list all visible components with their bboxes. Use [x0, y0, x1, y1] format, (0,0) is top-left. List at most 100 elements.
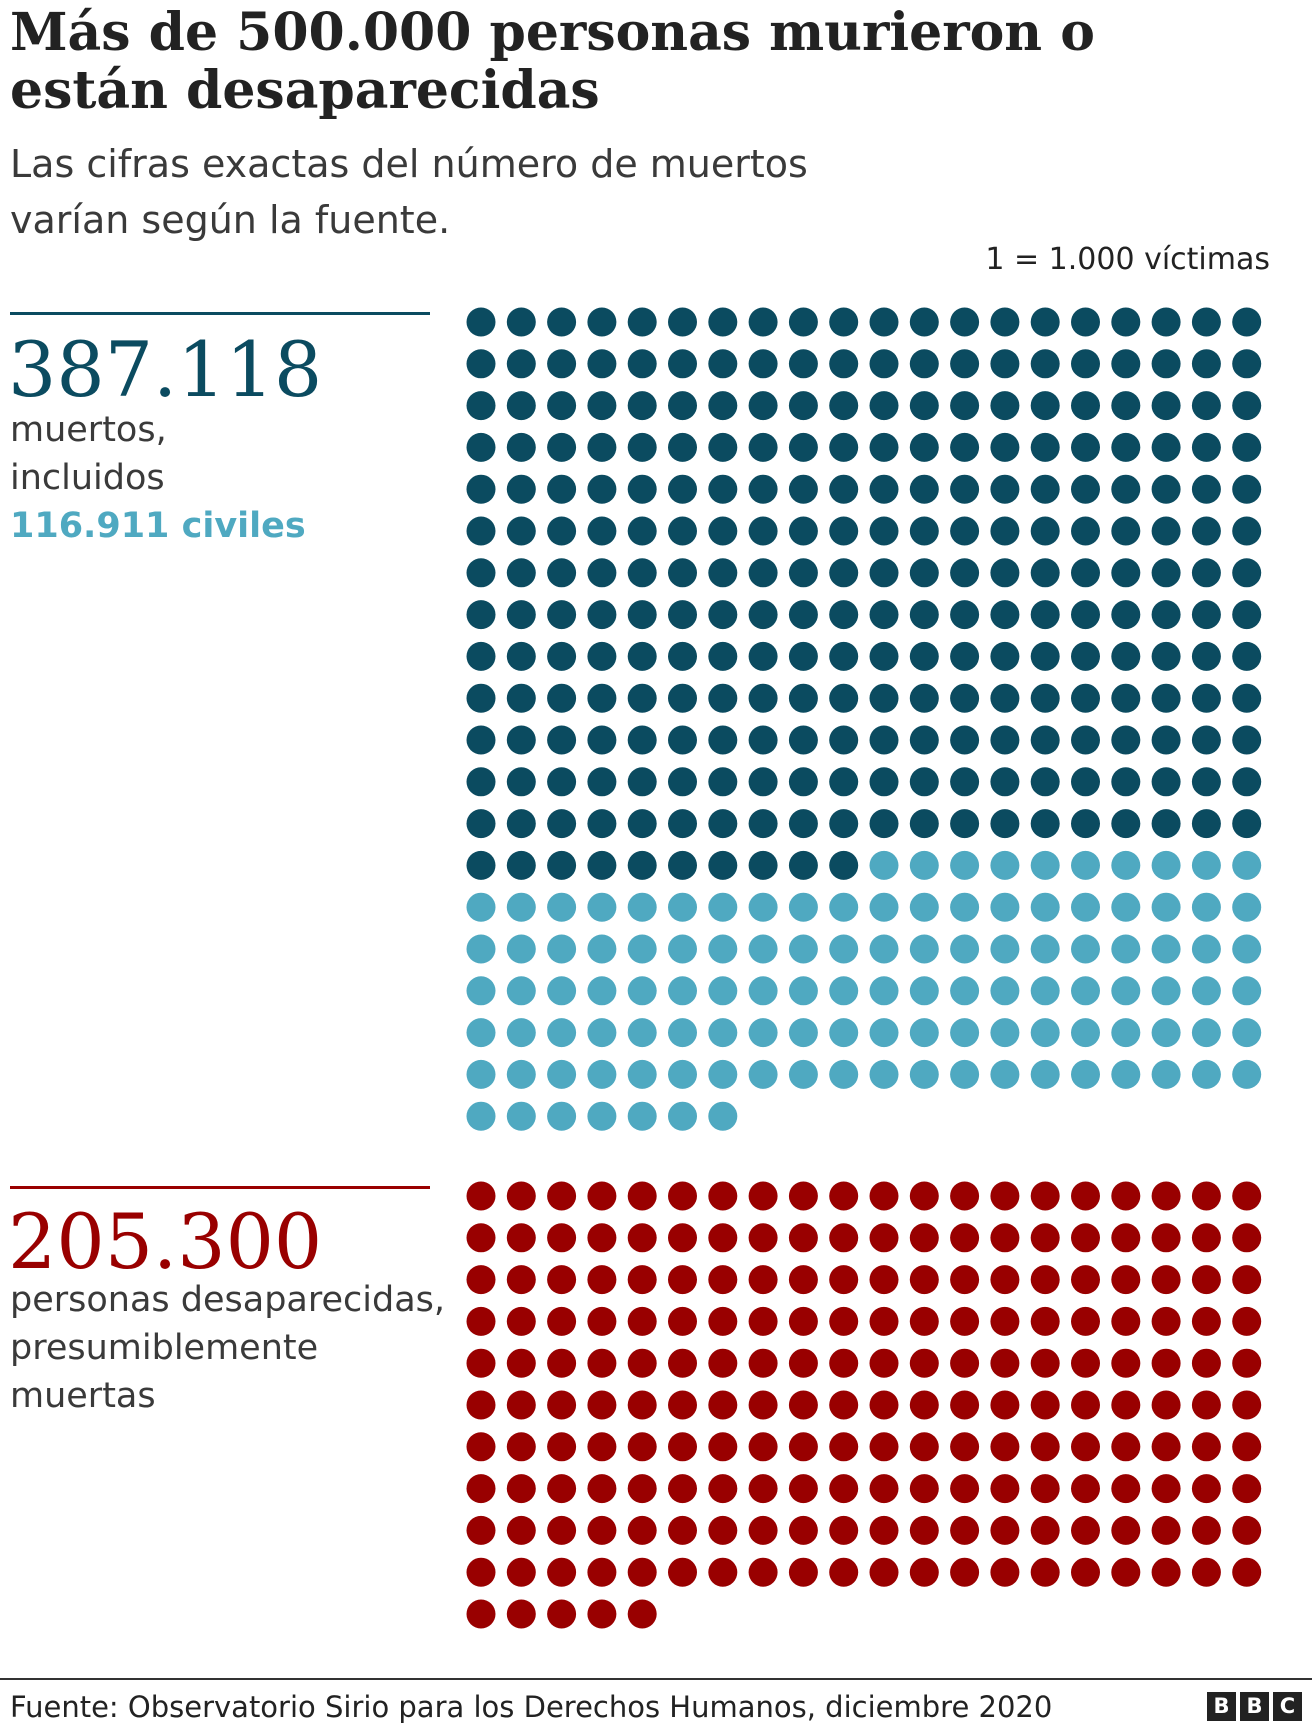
waffle-dot [708, 892, 738, 922]
waffle-dot [748, 474, 778, 504]
waffle-dot [1030, 1348, 1060, 1378]
waffle-dot [1030, 307, 1060, 337]
waffle-dot [1191, 391, 1221, 421]
waffle-dot [1232, 809, 1262, 839]
waffle-dot [466, 725, 496, 755]
waffle-dot [466, 1557, 496, 1587]
waffle-dot [950, 850, 980, 880]
waffle-dot [1151, 683, 1181, 713]
waffle-dot [1151, 1515, 1181, 1545]
waffle-dot [1191, 432, 1221, 462]
waffle-dot [466, 1599, 496, 1629]
waffle-dot [869, 683, 899, 713]
waffle-dot [587, 516, 617, 546]
waffle-dot [1232, 1432, 1262, 1462]
waffle-dot [1191, 1474, 1221, 1504]
waffle-dot [587, 976, 617, 1006]
waffle-dot [909, 934, 939, 964]
waffle-dot [1071, 1059, 1100, 1089]
waffle-dot [668, 892, 697, 922]
waffle-dot [708, 432, 738, 462]
waffle-dot [708, 307, 738, 337]
waffle-dot [1232, 767, 1262, 797]
waffle-dot [1232, 1059, 1262, 1089]
waffle-dot [909, 1181, 939, 1211]
waffle-dot [547, 1265, 577, 1295]
waffle-dot [506, 1265, 536, 1295]
waffle-dot [1151, 432, 1181, 462]
waffle-dot [829, 641, 859, 671]
waffle-dot [1071, 1223, 1100, 1253]
waffle-dot [1111, 349, 1141, 379]
civilians-count: 116.911 civiles [10, 506, 306, 546]
waffle-dot [788, 1181, 818, 1211]
waffle-dot [748, 725, 778, 755]
waffle-dot [909, 1223, 939, 1253]
waffle-dot [869, 307, 899, 337]
waffle-dot [788, 892, 818, 922]
waffle-dot [990, 976, 1020, 1006]
waffle-dot [668, 1059, 697, 1089]
waffle-dot [990, 809, 1020, 839]
waffle-dot [1151, 600, 1181, 630]
waffle-dot [466, 1348, 496, 1378]
waffle-dot [1111, 641, 1141, 671]
waffle-dot [587, 1059, 617, 1089]
waffle-dot [1151, 1059, 1181, 1089]
waffle-dot [950, 391, 980, 421]
waffle-dot [788, 1223, 818, 1253]
waffle-dot [708, 1515, 738, 1545]
waffle-dot [1151, 976, 1181, 1006]
waffle-dot [506, 1474, 536, 1504]
waffle-dot [990, 934, 1020, 964]
waffle-dot [748, 934, 778, 964]
waffle-dot [1232, 516, 1262, 546]
waffle-dot [748, 1557, 778, 1587]
waffle-dot [869, 1265, 899, 1295]
waffle-dot [1071, 1265, 1100, 1295]
waffle-dot [1151, 1181, 1181, 1211]
waffle-dot [708, 1223, 738, 1253]
waffle-dot [1191, 725, 1221, 755]
waffle-dot [1232, 1223, 1262, 1253]
waffle-dot [506, 1348, 536, 1378]
waffle-dot [788, 600, 818, 630]
waffle-dot [950, 1348, 980, 1378]
waffle-dot [829, 516, 859, 546]
waffle-dot [950, 307, 980, 337]
waffle-dot [627, 934, 657, 964]
waffle-dot [1191, 1306, 1221, 1336]
waffle-dot [1191, 850, 1221, 880]
waffle-dot [547, 1599, 577, 1629]
waffle-dot [1232, 1018, 1262, 1048]
waffle-dot [627, 474, 657, 504]
waffle-dot [950, 1059, 980, 1089]
waffle-dot [748, 1348, 778, 1378]
waffle-dot [1071, 1181, 1100, 1211]
waffle-dot [668, 1265, 697, 1295]
waffle-dot [829, 1059, 859, 1089]
waffle-dot [547, 641, 577, 671]
waffle-dot [950, 934, 980, 964]
waffle-dot [788, 474, 818, 504]
waffle-dot [1071, 1348, 1100, 1378]
waffle-dot [1232, 976, 1262, 1006]
waffle-dot [1232, 391, 1262, 421]
waffle-dot [627, 1265, 657, 1295]
waffle-dot [950, 1557, 980, 1587]
waffle-dot [587, 767, 617, 797]
waffle-dot [627, 809, 657, 839]
waffle-dot [587, 809, 617, 839]
waffle-dot [587, 307, 617, 337]
waffle-dot [1111, 558, 1141, 588]
waffle-dot [1111, 1181, 1141, 1211]
waffle-dot [627, 725, 657, 755]
waffle-dot [627, 1018, 657, 1048]
waffle-dot [506, 850, 536, 880]
waffle-dot [829, 1474, 859, 1504]
waffle-dot [909, 641, 939, 671]
waffle-dot [1071, 1474, 1100, 1504]
waffle-dot [466, 809, 496, 839]
waffle-dot [1151, 391, 1181, 421]
waffle-dot [1111, 307, 1141, 337]
